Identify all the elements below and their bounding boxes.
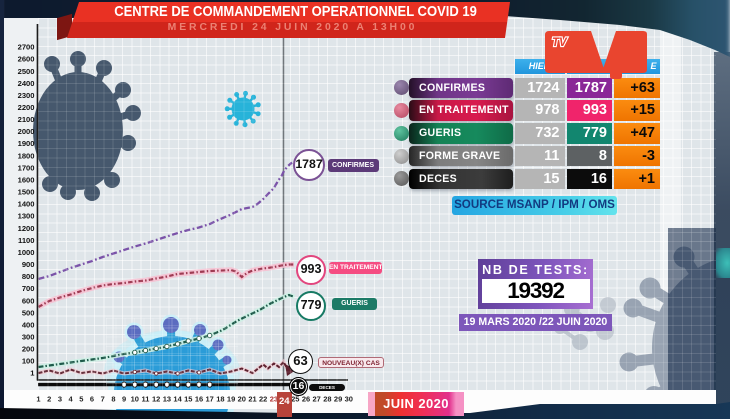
- svg-text:17: 17: [206, 395, 214, 404]
- svg-text:400: 400: [22, 320, 35, 329]
- svg-text:800: 800: [22, 272, 35, 281]
- svg-text:21: 21: [248, 395, 256, 404]
- svg-text:7: 7: [101, 395, 105, 404]
- svg-text:1700: 1700: [18, 163, 35, 172]
- svg-text:16: 16: [195, 395, 203, 404]
- svg-text:10: 10: [131, 395, 139, 404]
- svg-text:26: 26: [302, 395, 310, 404]
- svg-text:8: 8: [111, 395, 115, 404]
- svg-text:14: 14: [173, 395, 182, 404]
- svg-text:200: 200: [22, 345, 35, 354]
- svg-text:1200: 1200: [18, 224, 35, 233]
- svg-text:28: 28: [323, 395, 331, 404]
- svg-text:2: 2: [47, 395, 51, 404]
- svg-text:9: 9: [122, 395, 126, 404]
- svg-text:29: 29: [334, 395, 342, 404]
- svg-text:13: 13: [163, 395, 171, 404]
- svg-text:500: 500: [22, 308, 35, 317]
- svg-text:2200: 2200: [18, 103, 35, 112]
- svg-text:300: 300: [22, 333, 35, 342]
- svg-text:25: 25: [291, 395, 299, 404]
- svg-text:30: 30: [345, 395, 353, 404]
- svg-text:1300: 1300: [18, 212, 35, 221]
- svg-text:12: 12: [152, 395, 160, 404]
- svg-text:3: 3: [58, 395, 62, 404]
- svg-text:700: 700: [22, 284, 35, 293]
- svg-text:2000: 2000: [18, 127, 35, 136]
- svg-text:27: 27: [313, 395, 321, 404]
- svg-text:2400: 2400: [18, 79, 35, 88]
- svg-text:TV: TV: [552, 37, 568, 49]
- svg-text:100: 100: [22, 357, 35, 366]
- svg-text:15: 15: [184, 395, 192, 404]
- svg-text:1800: 1800: [18, 151, 35, 160]
- svg-text:1100: 1100: [18, 236, 34, 245]
- svg-text:1900: 1900: [18, 139, 35, 148]
- svg-text:11: 11: [142, 395, 150, 404]
- svg-text:2500: 2500: [18, 67, 35, 76]
- svg-text:6: 6: [90, 395, 94, 404]
- svg-text:1: 1: [30, 369, 35, 378]
- svg-text:4: 4: [69, 395, 74, 404]
- svg-text:5: 5: [79, 395, 83, 404]
- svg-text:1600: 1600: [18, 176, 35, 185]
- svg-text:23: 23: [270, 395, 278, 404]
- svg-text:1: 1: [36, 395, 40, 404]
- svg-text:20: 20: [238, 395, 246, 404]
- svg-text:2100: 2100: [18, 115, 35, 124]
- svg-text:1000: 1000: [18, 248, 35, 257]
- svg-text:900: 900: [22, 260, 35, 269]
- svg-text:2700: 2700: [18, 43, 35, 52]
- svg-text:600: 600: [22, 296, 35, 305]
- svg-text:2600: 2600: [18, 55, 35, 64]
- svg-text:18: 18: [216, 395, 224, 404]
- svg-text:22: 22: [259, 395, 267, 404]
- svg-text:1500: 1500: [18, 188, 35, 197]
- svg-text:19: 19: [227, 395, 235, 404]
- svg-text:2300: 2300: [18, 91, 35, 100]
- svg-text:1400: 1400: [18, 200, 35, 209]
